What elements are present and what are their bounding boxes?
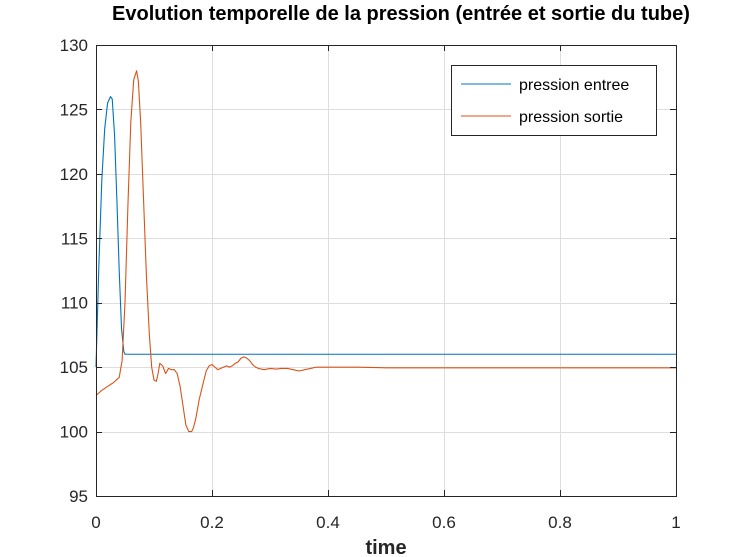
- x-tick-label: 0.8: [548, 513, 572, 532]
- axes-box: [96, 45, 677, 497]
- chart-title: Evolution temporelle de la pression (ent…: [112, 3, 690, 25]
- grid-lines: [96, 45, 676, 496]
- tick-labels: 0 0.2 0.4 0.6 0.8 1 95 100 105 110 115 120 125 130: [60, 36, 681, 532]
- y-tick-label: 115: [61, 229, 88, 248]
- y-tick-label: 95: [69, 487, 88, 506]
- series-line-2: [95, 70, 676, 433]
- y-tick-label: 100: [60, 423, 88, 442]
- x-tick-label: 0.2: [200, 513, 224, 532]
- y-tick-label: 105: [60, 358, 88, 377]
- legend-items: pression entree pression sortie: [461, 77, 629, 126]
- legend-box: [451, 65, 657, 136]
- series-line-1: [95, 95, 676, 368]
- axis-ticks: [96, 45, 677, 497]
- x-tick-label: 0: [91, 513, 100, 532]
- y-tick-label: 125: [60, 100, 88, 119]
- legend-label-2: pression sortie: [519, 109, 623, 126]
- y-tick-label: 110: [61, 294, 88, 313]
- series-lines: [95, 70, 676, 433]
- x-axis-label: time: [365, 537, 406, 557]
- legend-label-1: pression entree: [519, 77, 629, 94]
- y-tick-label: 130: [60, 36, 88, 55]
- y-tick-label: 120: [60, 165, 88, 184]
- legend: pression entree pression sortie: [451, 65, 657, 136]
- x-tick-label: 0.4: [316, 513, 340, 532]
- x-tick-label: 0.6: [432, 513, 456, 532]
- x-tick-label: 1: [671, 513, 680, 532]
